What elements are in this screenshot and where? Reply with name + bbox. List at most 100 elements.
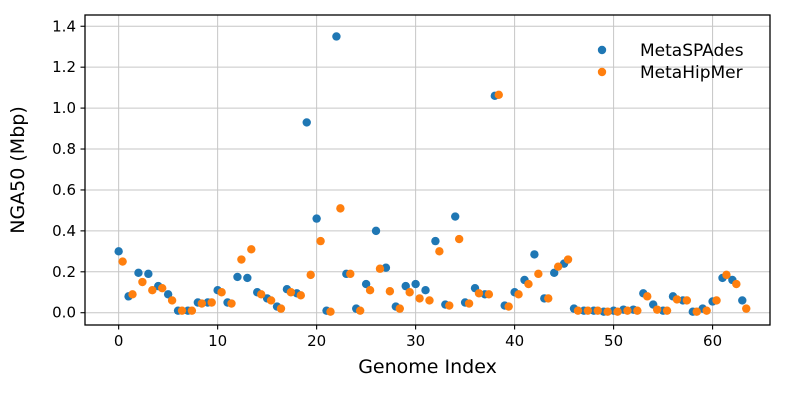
data-point-metahipmer: [118, 257, 127, 266]
data-point-metahipmer: [217, 288, 226, 297]
data-point-metaspades: [361, 279, 371, 289]
x-tick-label: 30: [406, 332, 425, 350]
data-point-metahipmer: [148, 286, 157, 295]
data-point-metahipmer: [712, 296, 721, 305]
data-point-metahipmer: [474, 289, 484, 298]
data-point-metahipmer: [524, 279, 533, 289]
data-point-metaspades: [243, 273, 252, 283]
data-point-metaspades: [421, 286, 430, 295]
data-point-metaspades: [144, 269, 153, 279]
data-point-metaspades: [163, 290, 173, 299]
data-point-metaspades: [134, 268, 143, 278]
data-point-metahipmer: [692, 307, 701, 316]
data-point-metahipmer: [544, 294, 553, 303]
data-point-metahipmer: [583, 306, 593, 315]
data-point-metahipmer: [613, 307, 622, 316]
data-point-metahipmer: [167, 296, 177, 305]
data-point-metahipmer: [375, 264, 385, 273]
data-point-metaspades: [550, 268, 559, 278]
data-point-metahipmer: [534, 269, 543, 279]
data-point-metahipmer: [425, 296, 434, 305]
y-tick-label: 1.2: [52, 58, 76, 76]
data-point-metaspades: [371, 226, 381, 236]
data-point-metahipmer: [672, 295, 682, 304]
data-point-metahipmer: [138, 277, 147, 287]
data-point-metaspades: [451, 212, 460, 221]
x-tick-label: 10: [208, 332, 227, 350]
x-tick-label: 50: [604, 332, 623, 350]
data-point-metahipmer: [563, 255, 573, 264]
data-point-metahipmer: [454, 234, 464, 244]
data-point-metahipmer: [296, 291, 305, 300]
legend-marker-metaspades: [597, 45, 607, 55]
data-point-metahipmer: [336, 204, 345, 213]
y-tick-label: 0.8: [52, 140, 76, 158]
plot-border: [84, 14, 771, 326]
y-tick-label: 0.4: [52, 222, 76, 240]
data-point-metaspades: [401, 281, 410, 291]
data-point-metahipmer: [405, 288, 414, 297]
x-tick-label: 20: [307, 332, 326, 350]
legend-label-metaspades: MetaSPAdes: [640, 41, 744, 61]
data-point-metahipmer: [553, 262, 563, 271]
data-point-metahipmer: [395, 304, 404, 313]
data-point-metaspades: [530, 250, 539, 259]
data-point-metaspades: [332, 32, 341, 41]
axes-spines: [84, 14, 771, 326]
data-point-metahipmer: [385, 287, 395, 296]
data-point-metahipmer: [286, 288, 296, 297]
data-point-metahipmer: [355, 306, 365, 315]
data-point-metahipmer: [603, 307, 612, 316]
x-tick-label: 0: [114, 332, 124, 350]
data-point-metahipmer: [365, 286, 375, 295]
axis-ticks: 0 10 20 30 40 50 60 0.0 0.2 0.4 0.6 0.8 1.0 1.2 1.4: [52, 17, 722, 350]
data-point-metahipmer: [593, 306, 602, 315]
data-point-metahipmer: [177, 306, 187, 315]
data-point-metaspades: [233, 272, 242, 282]
x-tick-label: 60: [703, 332, 722, 350]
data-point-metaspades: [431, 236, 440, 246]
data-point-metahipmer: [346, 269, 355, 279]
data-point-metahipmer: [742, 304, 751, 313]
y-tick-label: 1.0: [52, 99, 76, 117]
data-point-metaspades: [312, 214, 321, 223]
data-point-metahipmer: [326, 307, 335, 316]
data-point-metahipmer: [158, 283, 167, 293]
data-point-metahipmer: [514, 290, 523, 299]
data-point-metahipmer: [494, 90, 503, 100]
data-point-metahipmer: [306, 270, 315, 280]
legend-marker-metahipmer: [597, 67, 607, 77]
y-tick-label: 0.0: [52, 304, 76, 322]
x-axis-label: Genome Index: [358, 356, 497, 378]
data-point-metahipmer: [652, 305, 662, 314]
data-point-metahipmer: [464, 299, 474, 308]
data-point-metahipmer: [207, 298, 216, 307]
y-tick-label: 1.4: [52, 17, 76, 35]
data-point-metahipmer: [682, 296, 692, 305]
data-point-metahipmer: [573, 306, 583, 315]
y-tick-label: 0.2: [52, 263, 76, 281]
data-point-metahipmer: [128, 290, 137, 299]
data-point-metahipmer: [504, 302, 513, 311]
data-point-metaspades: [302, 118, 311, 127]
data-point-metahipmer: [415, 294, 424, 303]
y-axis-label: NGA50 (Mbp): [7, 106, 29, 234]
data-point-metahipmer: [316, 236, 325, 246]
y-tick-label: 0.6: [52, 181, 76, 199]
data-point-metahipmer: [276, 304, 286, 313]
data-point-metahipmer: [256, 290, 266, 299]
data-point-metahipmer: [732, 279, 741, 289]
grid-lines: [85, 15, 770, 325]
data-point-metahipmer: [237, 255, 246, 264]
data-point-metahipmer: [247, 245, 256, 254]
data-point-metahipmer: [227, 299, 236, 308]
legend: MetaSPAdes MetaHipMer: [597, 41, 744, 83]
data-point-metahipmer: [662, 306, 672, 315]
data-point-metaspades: [738, 296, 747, 305]
data-point-metahipmer: [197, 299, 207, 308]
data-point-metahipmer: [187, 306, 197, 315]
data-point-metahipmer: [643, 292, 652, 301]
data-point-metahipmer: [722, 270, 731, 280]
legend-label-metahipmer: MetaHipMer: [640, 63, 743, 83]
